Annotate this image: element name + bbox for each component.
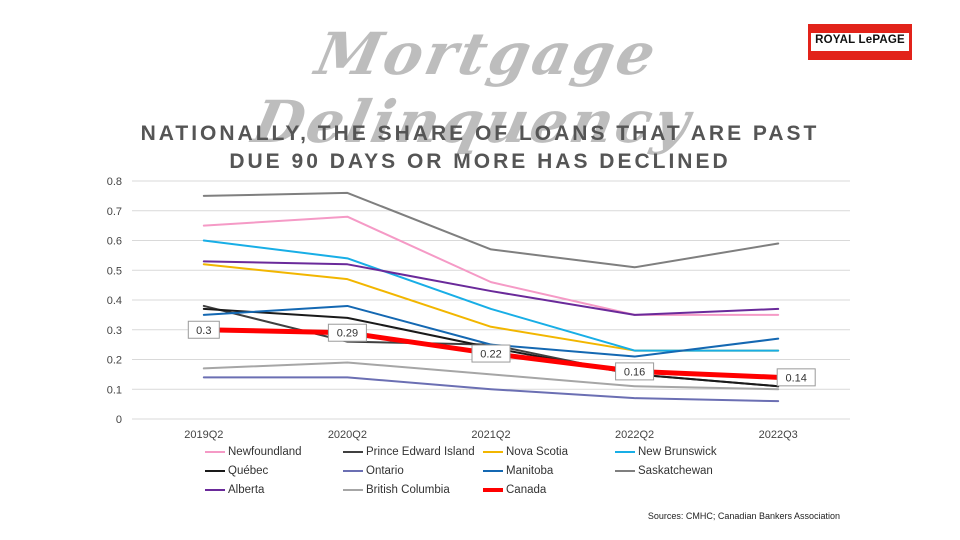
x-tick-label: 2020Q2 [328, 429, 367, 441]
logo-text: ROYAL LePAGE [815, 34, 905, 46]
legend-label: Alberta [228, 484, 265, 496]
legend-label: British Columbia [366, 484, 450, 496]
y-tick-label: 0.2 [107, 355, 122, 367]
legend-item: Québec [205, 465, 268, 477]
legend-item: Alberta [205, 484, 264, 496]
legend-swatch [615, 469, 635, 472]
svg-text:0.14: 0.14 [785, 372, 806, 384]
x-tick-label: 2022Q3 [759, 429, 798, 441]
legend-swatch [615, 450, 635, 453]
series-line-british-columbia [202, 361, 780, 391]
y-tick-label: 0.5 [107, 265, 122, 277]
legend-swatch [205, 469, 225, 472]
svg-text:0.22: 0.22 [480, 349, 501, 361]
legend-swatch [205, 450, 225, 453]
legend-item: Canada [483, 484, 546, 496]
legend-item: Newfoundland [205, 446, 302, 458]
y-tick-label: 0 [116, 414, 122, 426]
y-tick-label: 0.4 [107, 295, 122, 307]
legend-item: Saskatchewan [615, 465, 713, 477]
x-tick-label: 2022Q2 [615, 429, 654, 441]
source-note: Sources: CMHC; Canadian Bankers Associat… [647, 511, 840, 521]
svg-text:0.16: 0.16 [624, 366, 645, 378]
series-line-alberta [202, 260, 780, 316]
legend-swatch [205, 488, 225, 491]
legend-label: New Brunswick [638, 446, 717, 458]
legend-item: British Columbia [343, 484, 450, 496]
data-label-canada: 0.29 [327, 323, 367, 342]
legend-label: Saskatchewan [638, 465, 713, 477]
legend-swatch [483, 469, 503, 472]
y-tick-label: 0.1 [107, 384, 122, 396]
y-tick-label: 0.6 [107, 236, 122, 248]
data-label-canada: 0.16 [615, 362, 655, 381]
series-line-ontario [202, 376, 780, 403]
legend-swatch [343, 450, 363, 453]
y-tick-label: 0.7 [107, 206, 122, 218]
data-label-canada: 0.22 [471, 344, 511, 363]
legend-label: Canada [506, 484, 547, 496]
legend-swatch [483, 487, 503, 492]
y-tick-label: 0.3 [107, 325, 122, 337]
legend-swatch [343, 469, 363, 472]
svg-text:0.29: 0.29 [337, 328, 358, 340]
legend-swatch [483, 450, 503, 453]
legend-item: Prince Edward Island [343, 446, 475, 458]
data-label-canada: 0.14 [776, 368, 816, 387]
legend-label: Nova Scotia [506, 446, 569, 458]
x-tick-label: 2021Q2 [471, 429, 510, 441]
subtitle-line-2: DUE 90 DAYS OR MORE HAS DECLINED [229, 150, 731, 173]
legend-label: Newfoundland [228, 446, 302, 458]
royal-lepage-logo: ROYAL LePAGE [808, 24, 912, 60]
chart-subtitle: NATIONALLY, THE SHARE OF LOANS THAT ARE … [90, 120, 870, 176]
legend-label: Manitoba [506, 465, 554, 477]
legend-item: Nova Scotia [483, 446, 568, 458]
legend-label: Ontario [366, 465, 404, 477]
legend-item: Ontario [343, 465, 404, 477]
y-tick-label: 0.8 [107, 176, 122, 188]
legend-item: New Brunswick [615, 446, 717, 458]
legend-label: Prince Edward Island [366, 446, 475, 458]
legend-label: Québec [228, 465, 269, 477]
series-line-saskatchewan [202, 191, 780, 269]
x-tick-label: 2019Q2 [184, 429, 223, 441]
subtitle-line-1: NATIONALLY, THE SHARE OF LOANS THAT ARE … [140, 122, 820, 145]
series-line-nova-scotia [202, 263, 780, 352]
legend-item: Manitoba [483, 465, 553, 477]
svg-text:0.3: 0.3 [196, 325, 211, 337]
series-line-newfoundland [202, 215, 780, 316]
data-label-canada: 0.3 [187, 320, 220, 339]
legend-swatch [343, 488, 363, 491]
